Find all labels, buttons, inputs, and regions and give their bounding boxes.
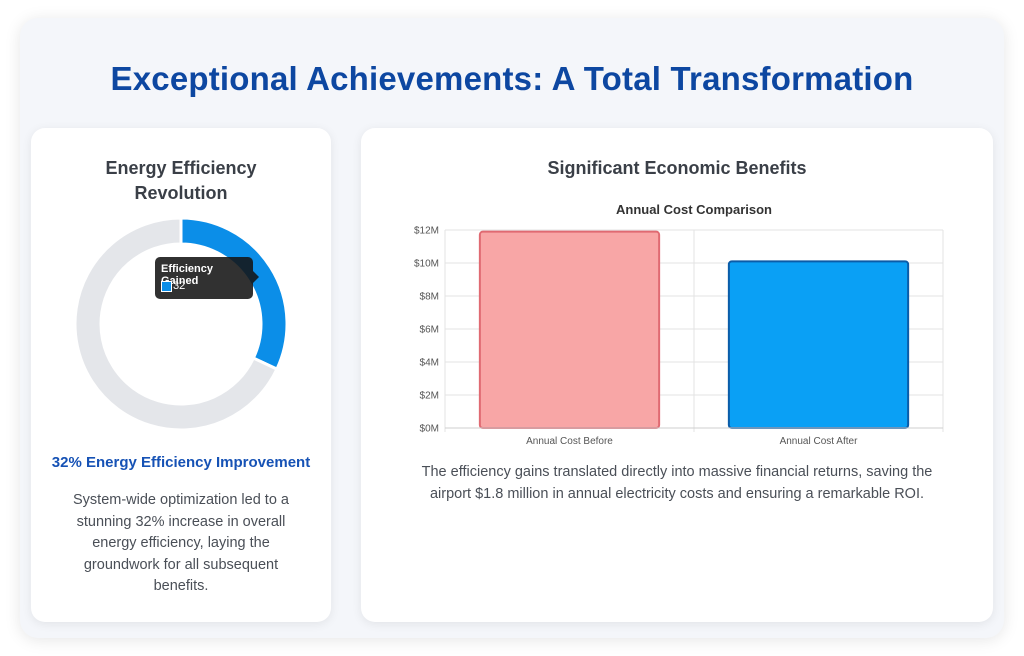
y-tick-label: $12M xyxy=(414,226,439,237)
annual-cost-bar-chart[interactable]: Annual Cost Comparison $0M $2M $4M $6M $8M $10… xyxy=(395,196,955,448)
efficiency-highlight: 32% Energy Efficiency Improvement xyxy=(51,454,311,471)
page-title: Exceptional Achievements: A Total Transf… xyxy=(110,60,914,97)
x-tick-label: Annual Cost After xyxy=(780,436,858,447)
energy-efficiency-card: Energy Efficiency Revolution Efficiency … xyxy=(31,128,331,622)
efficiency-description: System-wide optimization led to a stunni… xyxy=(73,492,289,594)
chart-tooltip: Efficiency Gained 32 xyxy=(155,257,259,299)
y-tick-label: $10M xyxy=(414,259,439,270)
y-tick-label: $2M xyxy=(420,391,439,402)
economic-description: The efficiency gains translated directly… xyxy=(421,464,933,502)
economic-card-title: Significant Economic Benefits xyxy=(547,158,807,178)
bar-annual-cost-before[interactable] xyxy=(478,230,661,430)
x-tick-label: Annual Cost Before xyxy=(526,436,613,447)
efficiency-donut-chart[interactable] xyxy=(71,214,291,434)
y-tick-label: $6M xyxy=(420,325,439,336)
chart-title: Annual Cost Comparison xyxy=(616,202,772,217)
y-tick-label: $0M xyxy=(420,424,439,435)
slide-container: Exceptional Achievements: A Total Transf… xyxy=(20,18,1004,638)
y-tick-label: $8M xyxy=(420,292,439,303)
economic-benefits-card: Significant Economic Benefits Annual Cos… xyxy=(361,128,993,622)
tooltip-color-swatch xyxy=(161,281,172,292)
y-tick-label: $4M xyxy=(420,358,439,369)
donut-slice-remaining[interactable] xyxy=(73,216,279,432)
energy-card-title: Energy Efficiency Revolution xyxy=(105,158,257,203)
bar-annual-cost-after[interactable] xyxy=(727,260,910,429)
tooltip-value: 32 xyxy=(173,280,186,292)
